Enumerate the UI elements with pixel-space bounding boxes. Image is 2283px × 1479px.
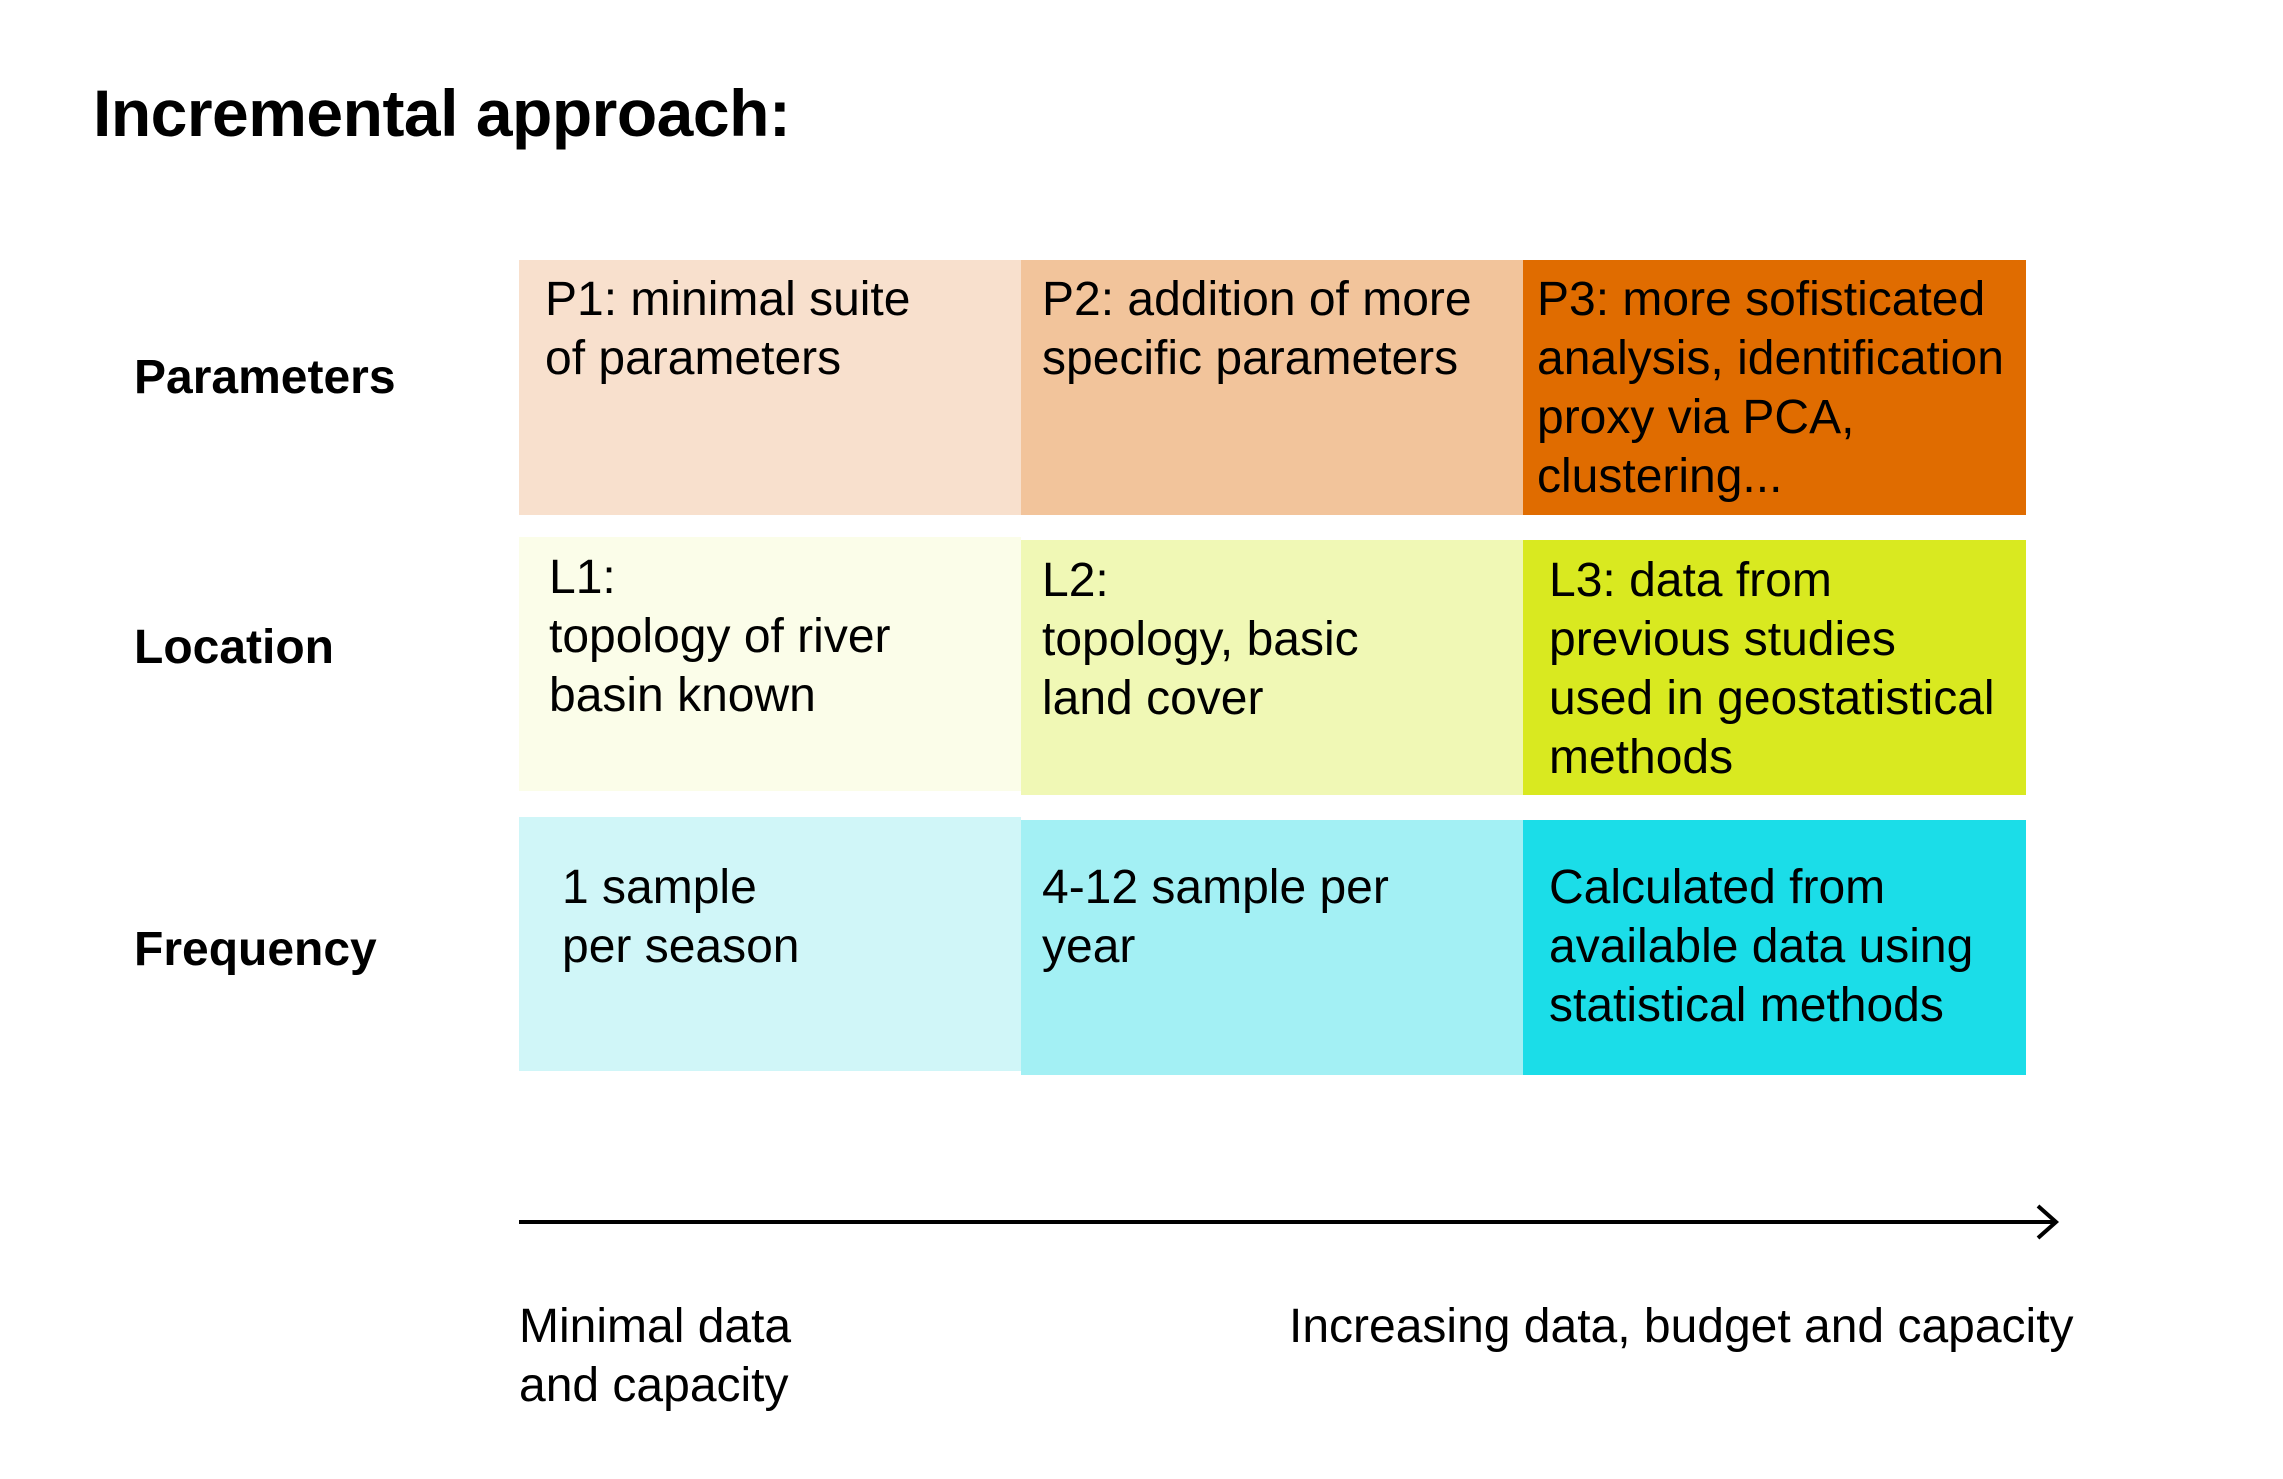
cell-l1-text: L1: topology of river basin known	[549, 551, 891, 722]
row-label-frequency: Frequency	[134, 923, 377, 976]
cell-f1: 1 sample per season	[519, 817, 1021, 1071]
cell-p3-text: P3: more sofisticated analysis, identifi…	[1537, 273, 2004, 503]
cell-p1: P1: minimal suite of parameters	[519, 260, 1021, 515]
row-label-parameters: Parameters	[134, 351, 396, 404]
cell-p2: P2: addition of more specific parameters	[1021, 260, 1523, 515]
cell-p1-text: P1: minimal suite of parameters	[545, 273, 911, 385]
axis-end-label: Increasing data, budget and capacity	[1289, 1300, 2074, 1353]
cell-f2: 4-12 sample per year	[1021, 820, 1523, 1075]
cell-f3-text: Calculated from available data using sta…	[1549, 861, 1974, 1032]
cell-l3: L3: data from previous studies used in g…	[1523, 540, 2026, 795]
cell-l3-text: L3: data from previous studies used in g…	[1549, 554, 1995, 784]
progression-arrow	[519, 1204, 2060, 1240]
cell-f2-text: 4-12 sample per year	[1042, 861, 1389, 973]
row-label-location: Location	[134, 621, 334, 674]
cell-l2: L2: topology, basic land cover	[1021, 540, 1523, 795]
axis-start-label: Minimal data and capacity	[519, 1300, 792, 1412]
diagram-title: Incremental approach:	[93, 76, 791, 150]
cell-l1: L1: topology of river basin known	[519, 537, 1021, 791]
cell-f1-text: 1 sample per season	[562, 861, 800, 973]
cell-l2-text: L2: topology, basic land cover	[1042, 554, 1359, 725]
cell-p2-text: P2: addition of more specific parameters	[1042, 273, 1472, 385]
cell-f3: Calculated from available data using sta…	[1523, 820, 2026, 1075]
cell-p3: P3: more sofisticated analysis, identifi…	[1523, 260, 2026, 515]
